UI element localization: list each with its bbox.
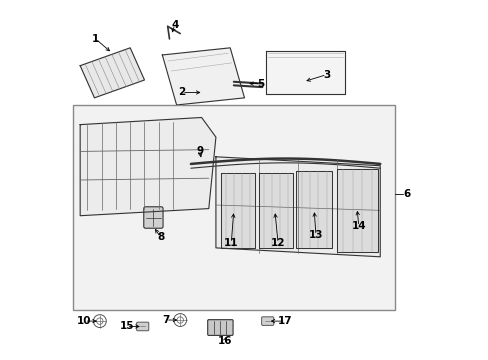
- Text: 9: 9: [196, 147, 203, 157]
- Polygon shape: [258, 173, 292, 248]
- Polygon shape: [216, 157, 380, 257]
- Text: 15: 15: [119, 321, 134, 332]
- Polygon shape: [80, 117, 216, 216]
- Bar: [73, 105, 394, 310]
- FancyBboxPatch shape: [207, 320, 233, 336]
- Text: 14: 14: [351, 221, 366, 231]
- FancyBboxPatch shape: [143, 207, 163, 228]
- Text: 11: 11: [224, 238, 238, 248]
- Text: 7: 7: [162, 315, 169, 325]
- FancyBboxPatch shape: [261, 317, 273, 325]
- Text: 17: 17: [278, 316, 292, 326]
- Polygon shape: [80, 48, 144, 98]
- Polygon shape: [296, 171, 331, 248]
- Polygon shape: [265, 51, 344, 94]
- Text: 10: 10: [77, 316, 92, 326]
- Text: 1: 1: [92, 34, 99, 44]
- FancyBboxPatch shape: [136, 322, 148, 331]
- Text: 6: 6: [403, 189, 410, 199]
- Polygon shape: [336, 169, 378, 252]
- Text: 3: 3: [323, 69, 329, 80]
- Text: 12: 12: [270, 238, 285, 248]
- Polygon shape: [162, 48, 244, 105]
- Text: 5: 5: [256, 78, 264, 89]
- Text: 13: 13: [308, 230, 323, 240]
- Text: 2: 2: [178, 87, 185, 98]
- Text: 16: 16: [217, 337, 232, 346]
- Text: 8: 8: [157, 232, 164, 242]
- Text: 4: 4: [171, 19, 178, 30]
- Polygon shape: [221, 173, 255, 248]
